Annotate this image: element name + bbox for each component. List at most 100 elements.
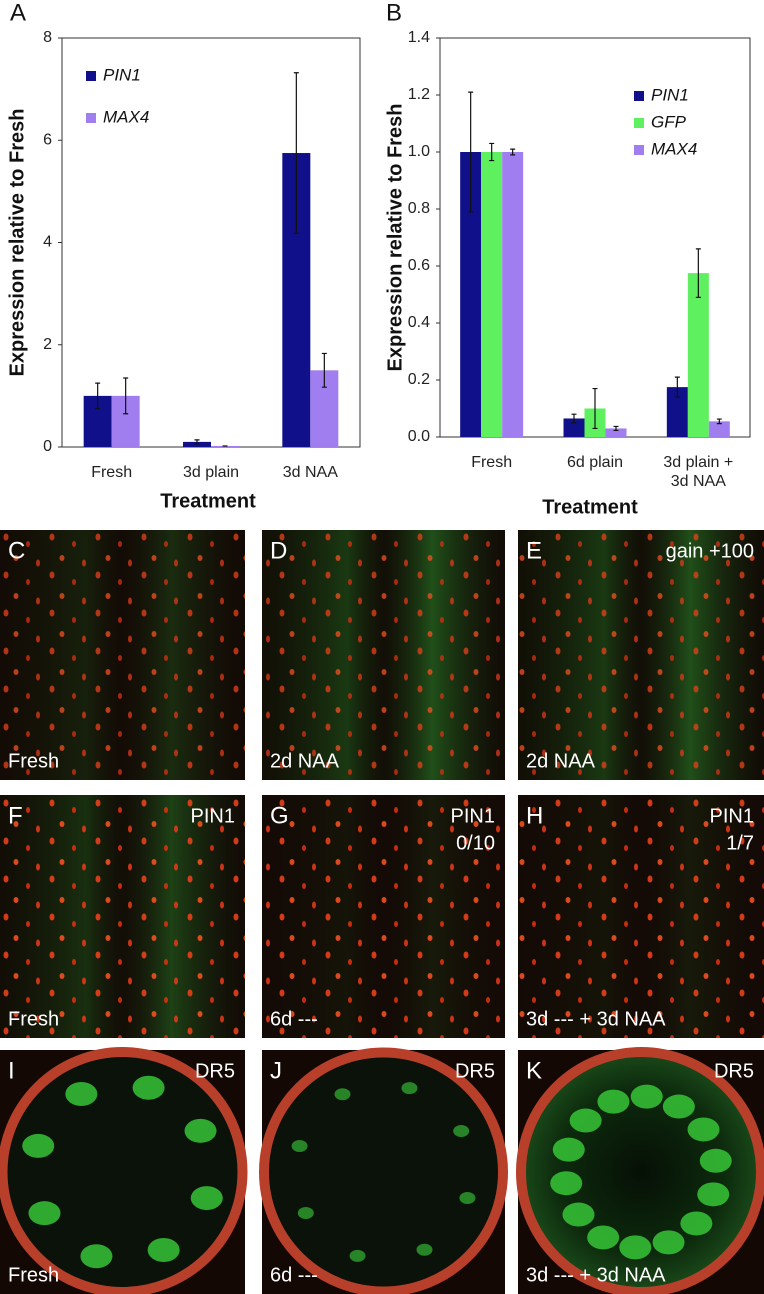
panel-condition: 6d ---: [270, 1008, 318, 1030]
y-axis-label: Expression relative to Fresh: [384, 104, 406, 372]
dr5-signal: [699, 1148, 732, 1173]
panel-condition: Fresh: [8, 750, 59, 772]
dr5-signal: [459, 1191, 476, 1204]
panel-letter: I: [8, 1057, 15, 1084]
error-bar: [321, 352, 327, 388]
legend-label: PIN1: [103, 65, 141, 84]
y-tick-label: 1.0: [408, 143, 430, 160]
x-axis-label: Treatment: [160, 490, 256, 512]
panel-condition: 6d ---: [270, 1264, 318, 1286]
stem-section: [516, 1047, 764, 1294]
section-outline: [0, 1047, 248, 1294]
dr5-signal: [550, 1171, 583, 1196]
stem-section: [259, 1047, 508, 1294]
panel-label: A: [10, 0, 26, 26]
dr5-signal: [453, 1125, 470, 1138]
dr5-signal: [80, 1244, 113, 1269]
y-tick-label: 8: [43, 29, 52, 46]
panel-letter: J: [270, 1057, 282, 1084]
dr5-signal: [184, 1118, 217, 1143]
legend-swatch: [634, 145, 644, 155]
dr5-signal: [401, 1082, 418, 1095]
red-nuclei: [0, 530, 245, 780]
dr5-signal: [587, 1225, 620, 1250]
dr5-signal: [662, 1094, 695, 1119]
panel-condition: 3d --- + 3d NAA: [526, 1008, 666, 1030]
error-bar: [592, 387, 598, 430]
dr5-signal: [349, 1249, 366, 1262]
y-tick-label: 0.8: [408, 200, 430, 217]
panel-condition: Fresh: [8, 1008, 59, 1030]
y-tick-label: 0: [43, 438, 52, 455]
bar: [708, 421, 730, 437]
error-bar: [695, 248, 701, 298]
red-nuclei: [0, 795, 245, 1038]
panel-condition: 2d NAA: [270, 750, 340, 772]
error-bar: [571, 413, 577, 424]
error-bar: [123, 377, 129, 415]
panel-marker: DR5: [195, 1060, 235, 1082]
dr5-signal: [552, 1137, 585, 1162]
red-nuclei: [518, 530, 764, 780]
dr5-signal: [687, 1117, 720, 1142]
panel-letter: G: [270, 802, 289, 829]
bar: [605, 428, 627, 437]
bar: [563, 418, 585, 437]
x-tick-label: 3d plain: [183, 464, 239, 481]
error-bar: [613, 425, 619, 432]
error-bar: [468, 91, 474, 213]
dr5-signal: [297, 1206, 314, 1219]
y-tick-label: 0.6: [408, 257, 430, 274]
legend-swatch: [86, 71, 96, 81]
y-tick-label: 1.4: [408, 29, 430, 46]
dr5-signal: [652, 1230, 685, 1255]
dr5-signal: [147, 1238, 180, 1263]
dr5-signal: [65, 1081, 98, 1106]
legend-label: MAX4: [103, 107, 149, 126]
error-bar: [510, 148, 516, 156]
legend-swatch: [634, 118, 644, 128]
dr5-signal: [334, 1088, 351, 1101]
x-tick-label: 3d plain +3d NAA: [663, 454, 733, 490]
y-axis-label: Expression relative to Fresh: [6, 109, 28, 377]
y-tick-label: 6: [43, 131, 52, 148]
legend-label: MAX4: [651, 139, 697, 158]
dr5-signal: [680, 1211, 713, 1236]
dr5-signal: [291, 1140, 308, 1153]
error-bar: [716, 418, 722, 425]
panel-marker: PIN1: [451, 805, 495, 827]
y-tick-label: 4: [43, 234, 52, 251]
section-outline: [259, 1047, 508, 1294]
dr5-signal: [630, 1084, 663, 1109]
y-tick-label: 1.2: [408, 86, 430, 103]
error-bar: [95, 382, 101, 410]
panel-marker: 1/7: [726, 832, 754, 854]
y-tick-label: 0.4: [408, 314, 430, 331]
red-nuclei: [262, 530, 505, 780]
y-tick-label: 0.0: [408, 428, 430, 445]
error-bar: [674, 376, 680, 398]
panel-letter: D: [270, 537, 287, 564]
panel-letter: C: [8, 537, 25, 564]
panel-letter: K: [526, 1057, 542, 1084]
x-axis-label: Treatment: [542, 496, 638, 518]
dr5-signal: [416, 1243, 433, 1256]
dr5-signal: [597, 1089, 630, 1114]
legend-swatch: [634, 91, 644, 101]
panel-marker: DR5: [455, 1060, 495, 1082]
bar: [502, 152, 524, 437]
panel-marker: 0/10: [456, 832, 495, 854]
panel-letter: E: [526, 537, 542, 564]
dr5-signal: [190, 1186, 223, 1211]
panel-marker: gain +100: [666, 540, 754, 562]
error-bar: [293, 72, 299, 234]
panel-condition: 3d --- + 3d NAA: [526, 1264, 666, 1286]
panel-label: B: [386, 0, 402, 26]
x-tick-label: Fresh: [91, 464, 132, 481]
legend-label: GFP: [651, 112, 687, 131]
x-tick-label: 3d NAA: [283, 464, 338, 481]
dr5-signal: [562, 1202, 595, 1227]
red-nuclei: [262, 795, 505, 1038]
